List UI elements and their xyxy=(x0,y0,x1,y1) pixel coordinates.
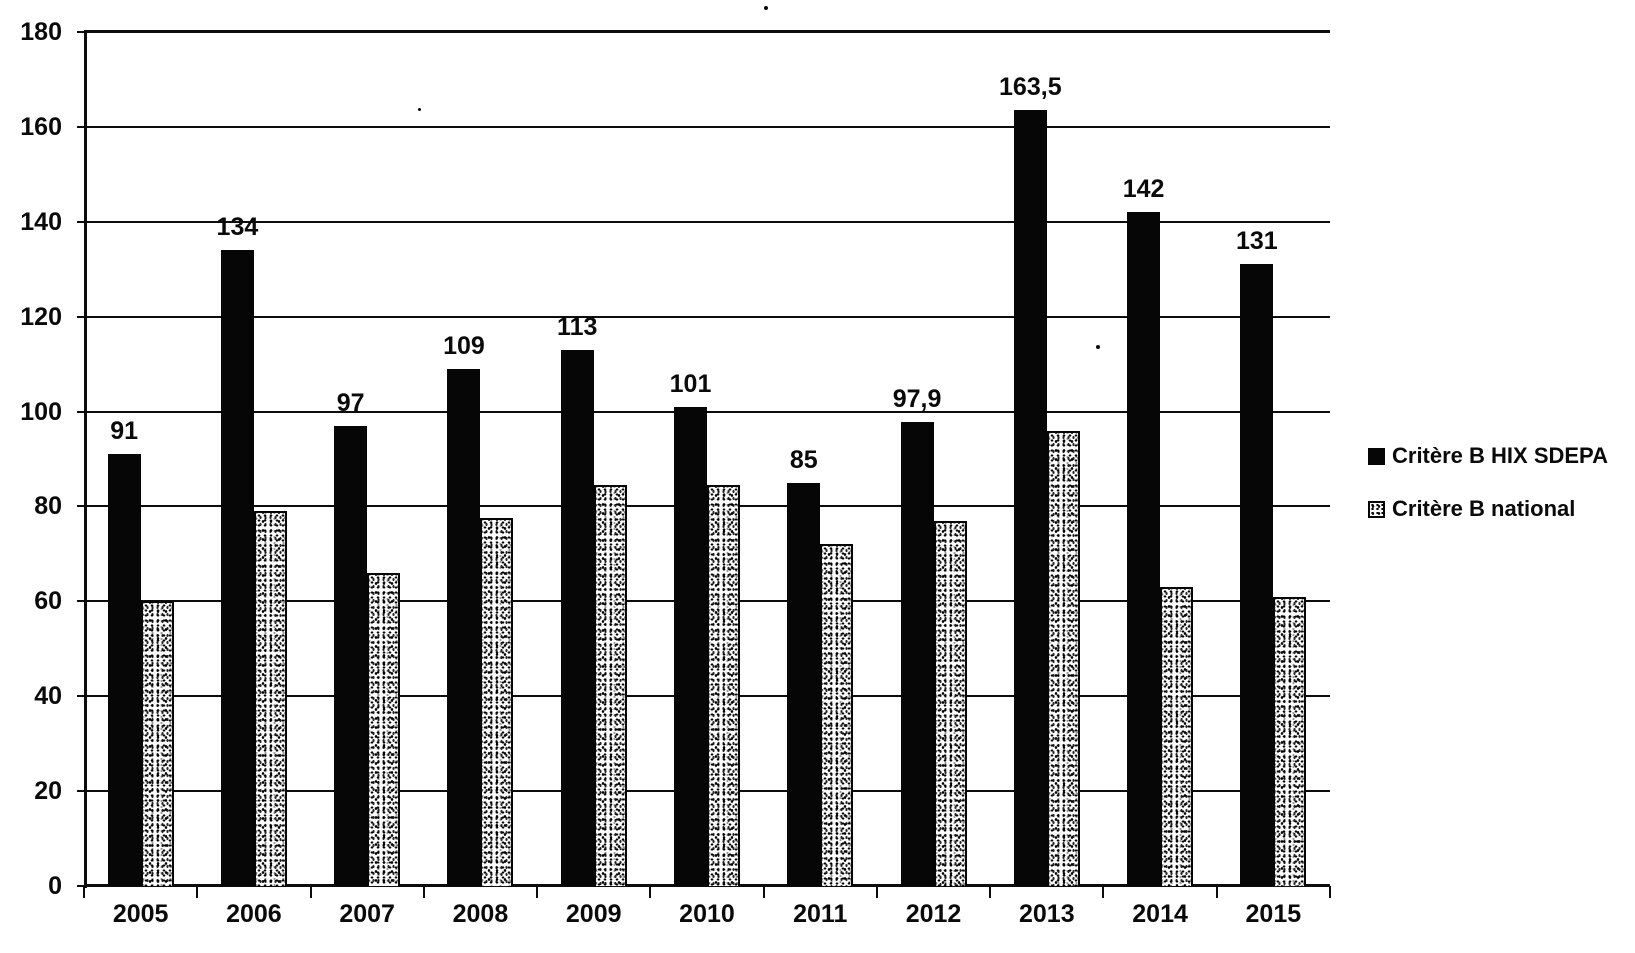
y-axis-tick-label-160: 160 xyxy=(20,112,62,141)
y-axis-tick-mark xyxy=(77,790,92,793)
y-axis-tick-mark xyxy=(77,31,92,33)
x-axis-label-2013: 2013 xyxy=(1018,900,1075,928)
scan-speck xyxy=(418,108,421,111)
bar-2006-hix-sdepa xyxy=(220,250,254,886)
bar-2006-national xyxy=(253,511,287,886)
y-axis-tick-mark xyxy=(77,315,92,318)
legend-marker-speckled-square-icon xyxy=(1368,500,1385,518)
plot-area xyxy=(84,30,1330,887)
bar-2011-national xyxy=(820,544,854,886)
x-axis-tick-mark xyxy=(649,886,652,898)
data-label-2005: 91 xyxy=(110,417,139,446)
data-label-2015: 131 xyxy=(1236,227,1278,256)
bar-2013-hix-sdepa xyxy=(1013,110,1047,886)
bar-2008-national xyxy=(480,518,514,886)
y-axis-tick-mark xyxy=(77,600,92,603)
y-axis-tick-label-40: 40 xyxy=(34,682,62,711)
x-axis-label-2006: 2006 xyxy=(226,900,282,928)
y-axis-tick-label-80: 80 xyxy=(34,492,62,521)
bar-2012-hix-sdepa xyxy=(900,422,934,886)
data-label-2014: 142 xyxy=(1122,175,1165,204)
data-label-2009: 113 xyxy=(557,312,598,341)
x-axis-tick-mark xyxy=(536,886,539,898)
bar-2007-national xyxy=(367,573,401,886)
gridline-y-100 xyxy=(84,410,1330,413)
data-label-2011: 85 xyxy=(789,445,818,474)
x-axis-tick-mark xyxy=(875,886,878,898)
x-axis-tick-mark xyxy=(989,886,992,898)
x-axis-label-2014: 2014 xyxy=(1132,900,1188,928)
x-axis-label-2011: 2011 xyxy=(793,900,848,928)
y-axis-tick-label-60: 60 xyxy=(34,587,62,616)
gridline-y-120 xyxy=(84,315,1330,318)
y-axis-tick-mark xyxy=(77,220,92,223)
bar-2014-national xyxy=(1160,587,1194,886)
x-axis-tick-mark xyxy=(309,886,312,898)
x-axis-label-2010: 2010 xyxy=(679,900,735,928)
bar-2008-hix-sdepa xyxy=(447,369,481,886)
y-axis-line xyxy=(84,30,87,888)
x-axis-tick-mark xyxy=(83,886,85,898)
bar-2005-hix-sdepa xyxy=(107,454,141,886)
legend-item-critere-b-hix-sdepa: Critère B HIX SDEPA xyxy=(1368,443,1608,469)
bar-2011-hix-sdepa xyxy=(787,483,821,886)
x-axis-tick-mark xyxy=(422,886,425,898)
data-label-2007: 97 xyxy=(336,388,365,417)
scan-speck xyxy=(764,6,768,10)
x-axis-tick-mark xyxy=(1102,886,1105,898)
x-axis-tick-mark xyxy=(1329,886,1331,898)
x-axis-tick-mark xyxy=(762,886,765,898)
x-axis-tick-mark xyxy=(1215,886,1218,898)
legend-label-critere-b-hix-sdepa: Critère B HIX SDEPA xyxy=(1392,443,1608,468)
bar-2009-national xyxy=(593,485,627,886)
legend-item-critere-b-national: Critère B national xyxy=(1368,496,1608,522)
bar-2014-hix-sdepa xyxy=(1127,212,1161,886)
y-axis-tick-mark xyxy=(77,505,92,508)
bar-2010-national xyxy=(707,485,740,886)
x-axis-label-2015: 2015 xyxy=(1245,900,1302,928)
y-axis-tick-label-0: 0 xyxy=(48,872,62,900)
bar-2005-national xyxy=(140,601,174,886)
data-label-2012: 97,9 xyxy=(892,384,942,413)
data-label-2008: 109 xyxy=(443,331,485,360)
x-axis-tick-mark xyxy=(196,886,199,898)
data-label-2013: 163,5 xyxy=(999,73,1062,102)
gridline-y-160 xyxy=(84,125,1330,128)
bar-2007-hix-sdepa xyxy=(334,426,368,886)
bar-2015-national xyxy=(1273,597,1307,886)
y-axis-tick-mark xyxy=(77,410,92,413)
bar-2013-national xyxy=(1046,431,1080,886)
y-axis-tick-label-120: 120 xyxy=(20,302,62,331)
y-axis-tick-label-20: 20 xyxy=(34,777,62,806)
x-axis-label-2005: 2005 xyxy=(112,900,169,928)
x-axis-label-2009: 2009 xyxy=(565,900,622,928)
y-axis-tick-label-180: 180 xyxy=(20,18,62,46)
y-axis-tick-label-100: 100 xyxy=(20,397,62,426)
y-axis-tick-mark xyxy=(77,125,92,128)
y-axis-tick-mark xyxy=(77,695,92,698)
data-label-2006: 134 xyxy=(216,213,259,242)
x-axis-label-2012: 2012 xyxy=(905,900,962,928)
data-label-2010: 101 xyxy=(669,369,712,398)
scan-speck xyxy=(1096,345,1100,349)
x-axis-label-2007: 2007 xyxy=(339,900,395,928)
y-axis-tick-label-140: 140 xyxy=(20,207,62,236)
bar-2009-hix-sdepa xyxy=(560,350,594,886)
bar-2015-hix-sdepa xyxy=(1240,264,1274,886)
gridline-y-140 xyxy=(84,220,1330,223)
legend: Critère B HIX SDEPA Critère B national xyxy=(1368,443,1608,549)
legend-label-critere-b-national: Critère B national xyxy=(1392,496,1576,521)
x-axis-label-2008: 2008 xyxy=(452,900,509,928)
legend-marker-solid-square-icon xyxy=(1368,447,1385,465)
bar-2010-hix-sdepa xyxy=(674,407,707,886)
bar-2012-national xyxy=(933,521,967,886)
gridline-y-180 xyxy=(84,30,1330,33)
